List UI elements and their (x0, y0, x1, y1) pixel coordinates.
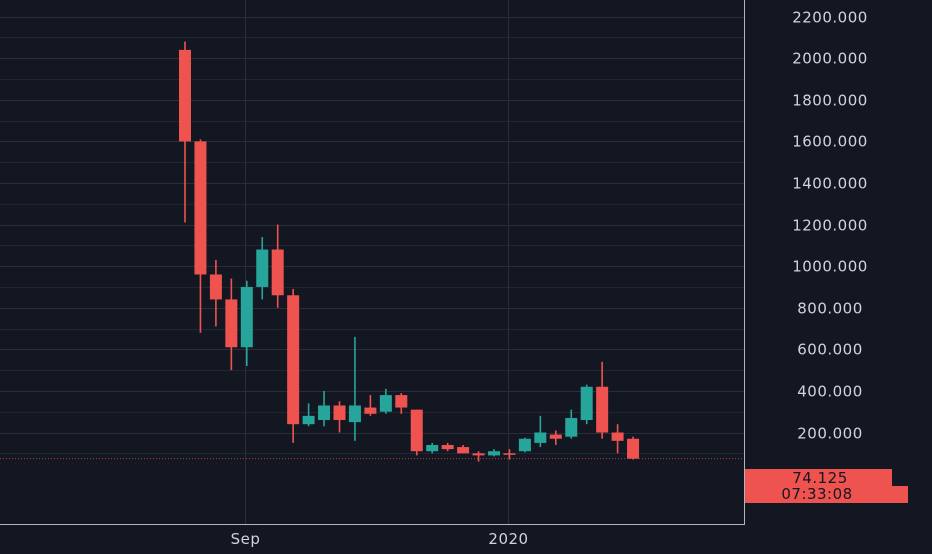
candle[interactable] (318, 390, 331, 427)
candle-body (240, 286, 253, 348)
candle[interactable] (549, 430, 562, 445)
candle-body (488, 451, 500, 456)
candle-body (333, 405, 346, 421)
candle[interactable] (596, 361, 609, 439)
candle-body (348, 405, 361, 423)
candle[interactable] (611, 424, 624, 454)
candle-body (318, 405, 331, 421)
candle-body (256, 249, 269, 287)
candle-body (565, 417, 578, 437)
candle-body (549, 434, 562, 439)
candle-body (518, 438, 531, 452)
candle-body (472, 453, 485, 456)
candle-body (426, 444, 439, 452)
candle[interactable] (441, 442, 454, 452)
price-tick-label: 1200.000 (792, 217, 868, 235)
candle-body (395, 395, 408, 408)
candle-body (179, 49, 191, 142)
candle[interactable] (333, 401, 346, 433)
candles (179, 41, 640, 462)
price-tags: 74.125 07:33:08 (745, 469, 908, 503)
candle[interactable] (488, 449, 500, 457)
candle-body (611, 432, 624, 441)
candle-body (364, 407, 377, 414)
price-tick-label: 800.000 (797, 300, 863, 318)
candle[interactable] (348, 336, 361, 441)
candle[interactable] (271, 224, 284, 308)
price-tick-label: 200.000 (797, 425, 863, 443)
candle[interactable] (410, 409, 423, 456)
candle-body (627, 438, 640, 459)
candle[interactable] (580, 384, 593, 425)
price-tick-label: 1600.000 (792, 133, 868, 151)
candle-body (287, 295, 300, 425)
price-tick-label: 1400.000 (792, 175, 868, 193)
candle[interactable] (627, 436, 640, 460)
candle-body (534, 432, 547, 443)
candle-body (225, 299, 238, 348)
price-tick-label: 600.000 (797, 341, 863, 359)
candle-body (209, 274, 222, 300)
countdown-tag (745, 486, 908, 503)
candle-body (379, 395, 392, 412)
candle[interactable] (426, 442, 439, 454)
candle[interactable] (534, 415, 547, 448)
candle-body (457, 447, 470, 454)
candle[interactable] (395, 393, 408, 414)
candle[interactable] (503, 449, 516, 460)
countdown-label: 07:33:08 (781, 485, 852, 503)
last-price-tag (745, 469, 892, 487)
candle[interactable] (240, 280, 253, 366)
price-tick-label: 1000.000 (792, 258, 868, 276)
candle[interactable] (225, 278, 238, 371)
candle[interactable] (287, 289, 300, 443)
candle-body (410, 409, 423, 452)
candle[interactable] (472, 451, 485, 462)
time-tick-label: 2020 (488, 530, 528, 548)
price-tick-label: 400.000 (797, 383, 863, 401)
candle[interactable] (179, 41, 191, 223)
candle[interactable] (194, 139, 207, 333)
price-axis[interactable]: 200.000 400.000 600.000 800.000 1000.000 1200… (792, 9, 868, 443)
candle[interactable] (457, 444, 470, 454)
time-tick-label: Sep (231, 530, 261, 548)
candle[interactable] (565, 409, 578, 439)
candle[interactable] (379, 388, 392, 414)
candle[interactable] (302, 403, 315, 427)
candle-body (194, 141, 207, 275)
candle-body (441, 444, 454, 450)
candle[interactable] (518, 437, 531, 453)
candle-body (302, 415, 315, 425)
candle[interactable] (209, 259, 222, 327)
price-tick-label: 2200.000 (792, 9, 868, 27)
candle-body (596, 386, 609, 433)
candle-body (580, 386, 593, 421)
candle[interactable] (256, 237, 269, 300)
price-tick-label: 2000.000 (792, 50, 868, 68)
candle[interactable] (364, 395, 377, 416)
last-price-label: 74.125 (792, 469, 848, 487)
candle-body (503, 453, 516, 455)
time-axis[interactable]: Sep 2020 (231, 530, 529, 548)
candle-body (271, 249, 284, 296)
price-tick-label: 1800.000 (792, 92, 868, 110)
